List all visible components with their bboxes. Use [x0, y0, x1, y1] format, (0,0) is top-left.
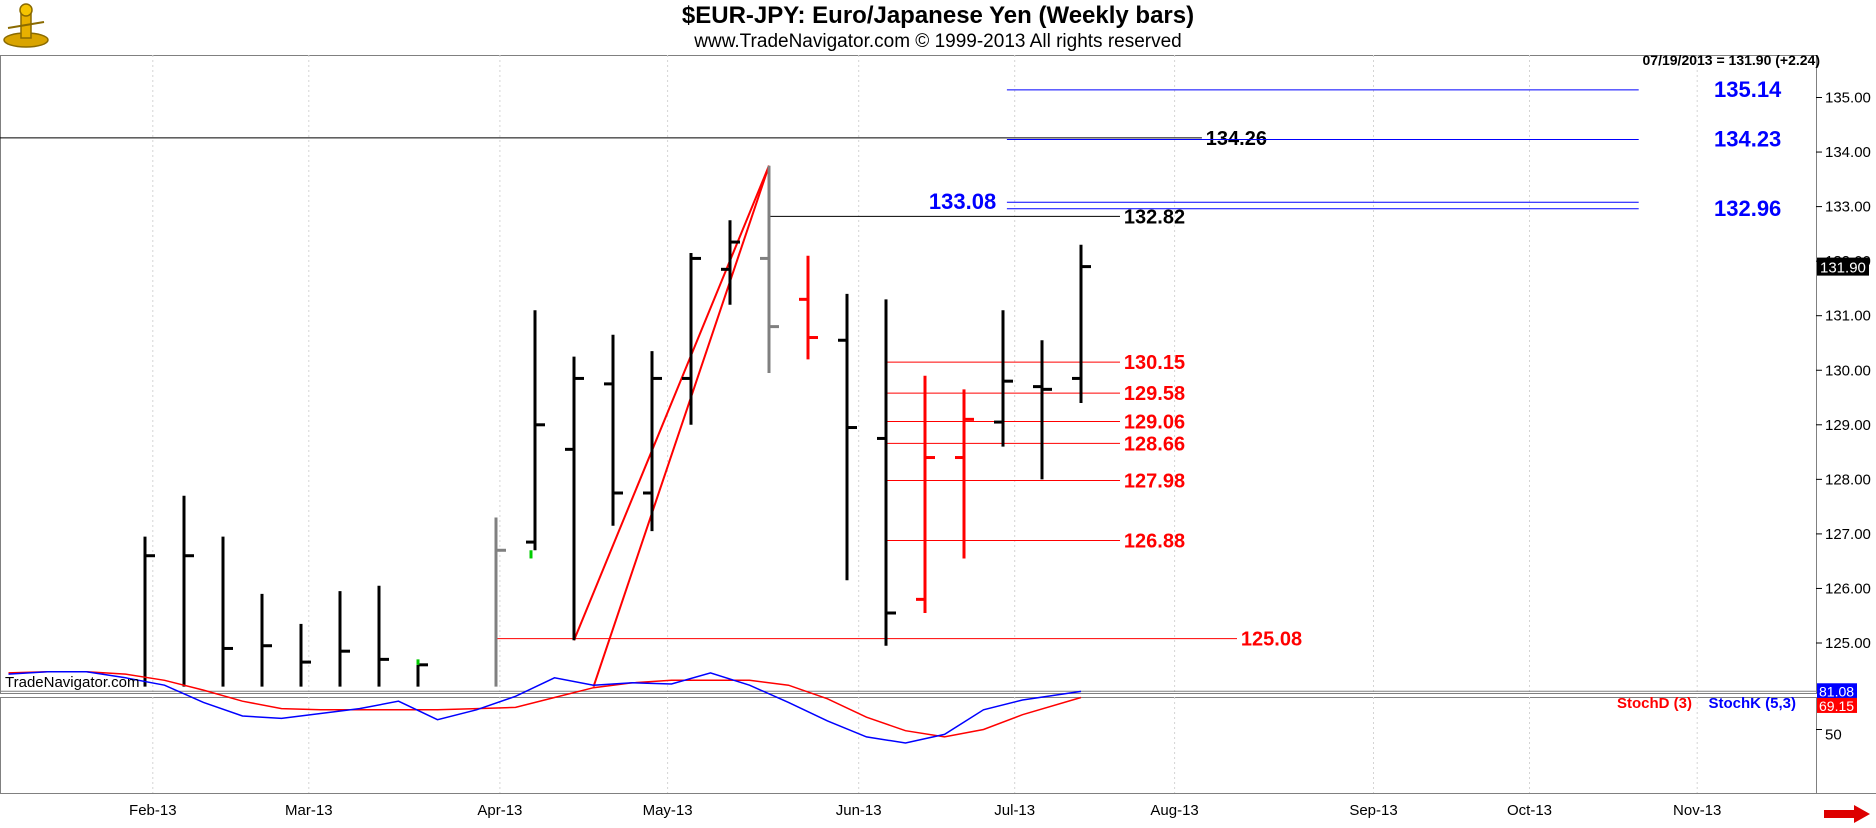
- trend-line: [592, 165, 770, 687]
- y-tick-label: 129.00: [1825, 417, 1871, 434]
- x-tick-label: Mar-13: [285, 802, 333, 819]
- level-label: 134.23: [1714, 127, 1781, 152]
- level-label: 130.15: [1124, 352, 1185, 374]
- chart-title: $EUR-JPY: Euro/Japanese Yen (Weekly bars…: [681, 2, 1195, 29]
- osc-last-label: 81.08: [1819, 683, 1854, 699]
- y-tick-label: 135.00: [1825, 90, 1871, 107]
- osc-last-box: [1817, 683, 1857, 699]
- y-tick-label: 130.00: [1825, 362, 1871, 379]
- last-price-label: 131.90: [1820, 260, 1866, 277]
- last-price-box: [1817, 257, 1869, 276]
- x-tick-label: Sep-13: [1349, 802, 1397, 819]
- scroll-right-arrow-icon[interactable]: [1822, 804, 1872, 824]
- osc-tick-label: 50: [1825, 727, 1842, 744]
- level-label: 133.08: [929, 189, 996, 214]
- osc-series-line: [8, 670, 1082, 738]
- level-label: 126.88: [1124, 530, 1185, 552]
- osc-series-line: [8, 670, 1082, 744]
- osc-last-box: [1817, 697, 1857, 713]
- x-tick-label: Jun-13: [836, 802, 882, 819]
- y-tick-label: 131.00: [1825, 308, 1871, 325]
- last-value-readout: 07/19/2013 = 131.90 (+2.24): [1642, 52, 1820, 68]
- level-label: 132.96: [1714, 196, 1781, 221]
- level-label: 132.82: [1124, 206, 1185, 228]
- y-tick-label: 134.00: [1825, 144, 1871, 161]
- trend-line: [573, 165, 770, 641]
- y-tick-label: 126.00: [1825, 580, 1871, 597]
- osc-last-label: 69.15: [1819, 698, 1854, 714]
- x-tick-label: Oct-13: [1507, 802, 1552, 819]
- level-label: 129.58: [1124, 383, 1185, 405]
- x-tick-label: Aug-13: [1150, 802, 1198, 819]
- chart-subtitle: www.TradeNavigator.com © 1999-2013 All r…: [694, 31, 1182, 52]
- x-tick-label: May-13: [643, 802, 693, 819]
- y-tick-label: 133.00: [1825, 199, 1871, 216]
- level-label: 135.14: [1714, 77, 1782, 102]
- x-tick-label: Apr-13: [477, 802, 522, 819]
- level-label: 134.26: [1206, 128, 1267, 150]
- y-tick-label: 128.00: [1825, 471, 1871, 488]
- y-tick-label: 125.00: [1825, 635, 1871, 652]
- level-label: 125.08: [1241, 629, 1302, 651]
- x-tick-label: Feb-13: [129, 802, 177, 819]
- trade-navigator-logo-icon: [3, 3, 49, 48]
- level-label: 128.66: [1124, 433, 1185, 455]
- oscillator-panel-frame: [0, 697, 1817, 794]
- legend-stochk: StochK (5,3): [1708, 695, 1796, 712]
- x-tick-label: Nov-13: [1673, 802, 1721, 819]
- level-label: 127.98: [1124, 470, 1185, 492]
- watermark: TradeNavigator.com: [5, 674, 140, 691]
- y-tick-label: 127.00: [1825, 526, 1871, 543]
- level-label: 129.06: [1124, 412, 1185, 434]
- x-tick-label: Jul-13: [994, 802, 1035, 819]
- legend-stochd: StochD (3): [1617, 695, 1692, 712]
- price-panel-frame: [0, 55, 1817, 694]
